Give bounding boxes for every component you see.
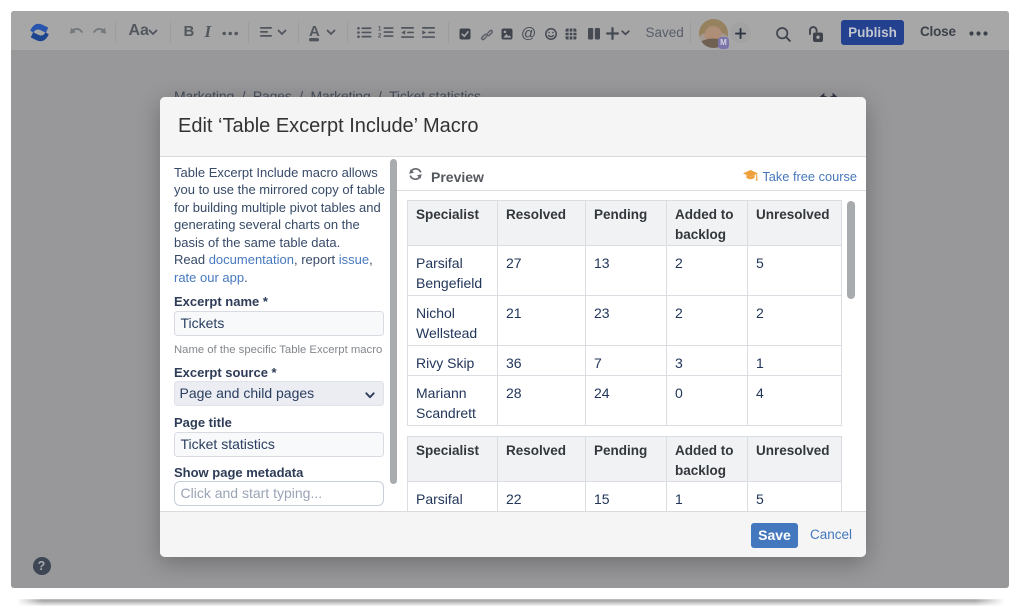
svg-text:2: 2	[378, 33, 382, 38]
svg-text:1: 1	[378, 27, 382, 33]
